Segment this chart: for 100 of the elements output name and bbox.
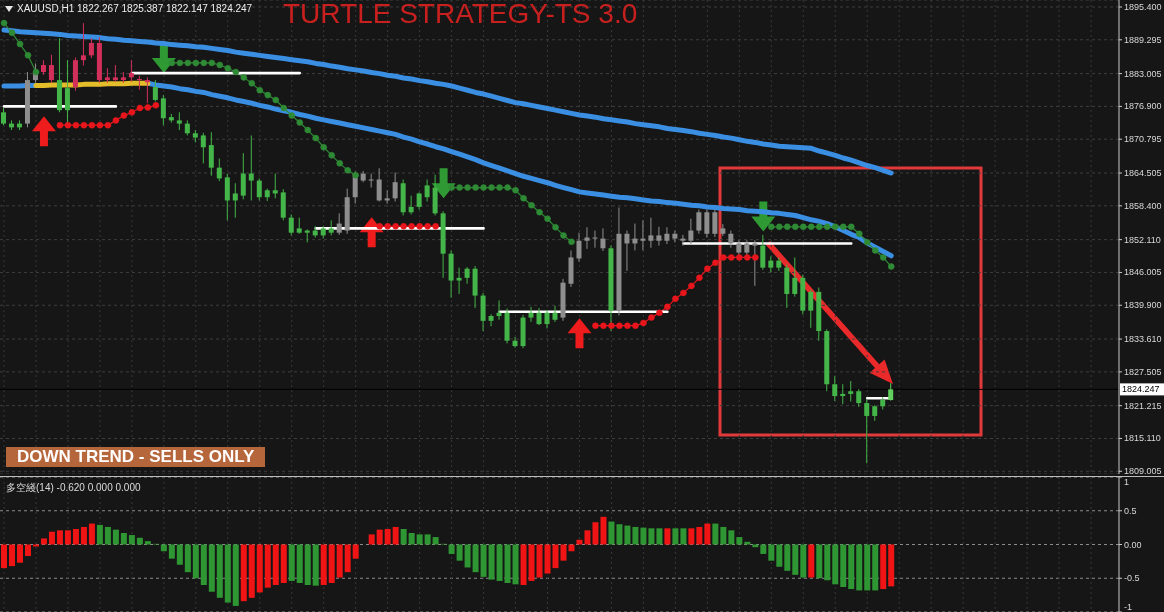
point — [408, 223, 415, 230]
y-tick-label: 1889.295 — [1124, 34, 1162, 45]
point — [720, 254, 727, 261]
candlestick — [208, 131, 214, 177]
point — [688, 282, 695, 290]
point — [400, 223, 407, 230]
candlestick — [408, 195, 414, 215]
point — [672, 295, 679, 303]
candlestick — [48, 54, 54, 84]
point — [600, 322, 607, 329]
point — [88, 121, 96, 129]
annotation: DOWN TREND - SELLS ONLY — [6, 447, 266, 467]
candlestick — [680, 234, 686, 247]
candlestick — [88, 37, 94, 59]
point — [712, 259, 719, 267]
point — [376, 223, 383, 230]
candlestick — [712, 209, 718, 238]
candlestick — [392, 172, 398, 203]
candlestick — [488, 313, 494, 327]
candlestick — [424, 179, 430, 203]
candlestick — [336, 212, 342, 236]
candlestick — [376, 167, 382, 203]
candlestick — [552, 305, 558, 323]
y-tick-label: 1809.005 — [1124, 466, 1162, 477]
candlestick — [720, 223, 726, 237]
candlestick — [672, 230, 678, 243]
point — [736, 254, 743, 261]
candlestick — [848, 380, 854, 402]
y-tick-label: 1815.110 — [1124, 433, 1161, 444]
point — [567, 318, 592, 349]
candlestick — [792, 256, 798, 298]
point — [704, 265, 711, 272]
point — [152, 102, 160, 109]
point — [56, 121, 64, 129]
y-tick-label: 1864.505 — [1124, 168, 1162, 179]
candlestick — [224, 173, 230, 221]
candlestick — [760, 234, 766, 271]
candlestick — [456, 267, 462, 295]
candlestick — [200, 132, 206, 164]
y-tick-label: -1 — [1124, 602, 1133, 612]
candlestick — [80, 22, 86, 67]
candlestick — [288, 213, 294, 236]
candlestick — [256, 177, 262, 201]
point — [112, 117, 120, 124]
candlestick — [584, 226, 590, 250]
candlestick — [624, 230, 630, 272]
point — [624, 322, 631, 329]
point — [72, 121, 80, 129]
y-tick-label: 1 — [1124, 477, 1130, 487]
candlestick — [152, 79, 158, 103]
y-tick-label: 1883.005 — [1124, 68, 1162, 79]
point — [128, 109, 136, 116]
candlestick — [808, 289, 814, 329]
y-tick-label: -0.5 — [1124, 573, 1140, 584]
point — [592, 322, 599, 329]
y-tick-label: 1827.505 — [1124, 366, 1162, 377]
candlestick — [600, 227, 606, 252]
point — [416, 223, 423, 230]
candlestick — [136, 75, 142, 91]
point — [136, 104, 144, 112]
candlestick — [144, 76, 150, 104]
text: 多空綫(14) -0.620 0.000 0.000 — [6, 482, 141, 493]
point — [384, 223, 391, 230]
candlestick — [512, 336, 518, 349]
y-tick-label: 0.5 — [1124, 505, 1137, 516]
point — [752, 254, 759, 261]
y-tick-label: 1846.005 — [1124, 267, 1162, 278]
candlestick — [592, 230, 598, 249]
point — [64, 121, 72, 129]
point — [608, 322, 615, 329]
candlestick — [496, 299, 502, 321]
y-tick-label: 1852.110 — [1124, 234, 1161, 245]
y-tick-label: 1821.215 — [1124, 400, 1162, 411]
point — [120, 112, 128, 119]
candlestick — [160, 94, 166, 126]
candlestick — [248, 134, 254, 201]
point — [744, 254, 751, 261]
candlestick — [656, 226, 662, 247]
candlestick — [832, 375, 838, 402]
candlestick — [240, 152, 246, 200]
point — [616, 322, 623, 329]
point — [96, 121, 104, 129]
point — [728, 254, 735, 261]
y-tick-label: 1876.900 — [1124, 101, 1162, 112]
point — [432, 223, 439, 230]
point — [424, 223, 431, 230]
candlestick — [544, 309, 550, 329]
ref-line-label: 1824.247 — [1122, 384, 1160, 395]
candlestick — [576, 232, 582, 263]
annotation: XAUUSD,H1 1822.267 1825.387 1822.147 1824.247 — [17, 3, 253, 14]
point — [80, 121, 88, 129]
candlestick — [840, 383, 846, 405]
candlestick — [640, 219, 646, 251]
candlestick — [864, 398, 870, 464]
point — [104, 121, 112, 129]
candlestick — [384, 189, 390, 205]
point — [696, 274, 703, 282]
point — [648, 314, 655, 321]
point — [656, 309, 663, 317]
candlestick — [728, 230, 734, 249]
